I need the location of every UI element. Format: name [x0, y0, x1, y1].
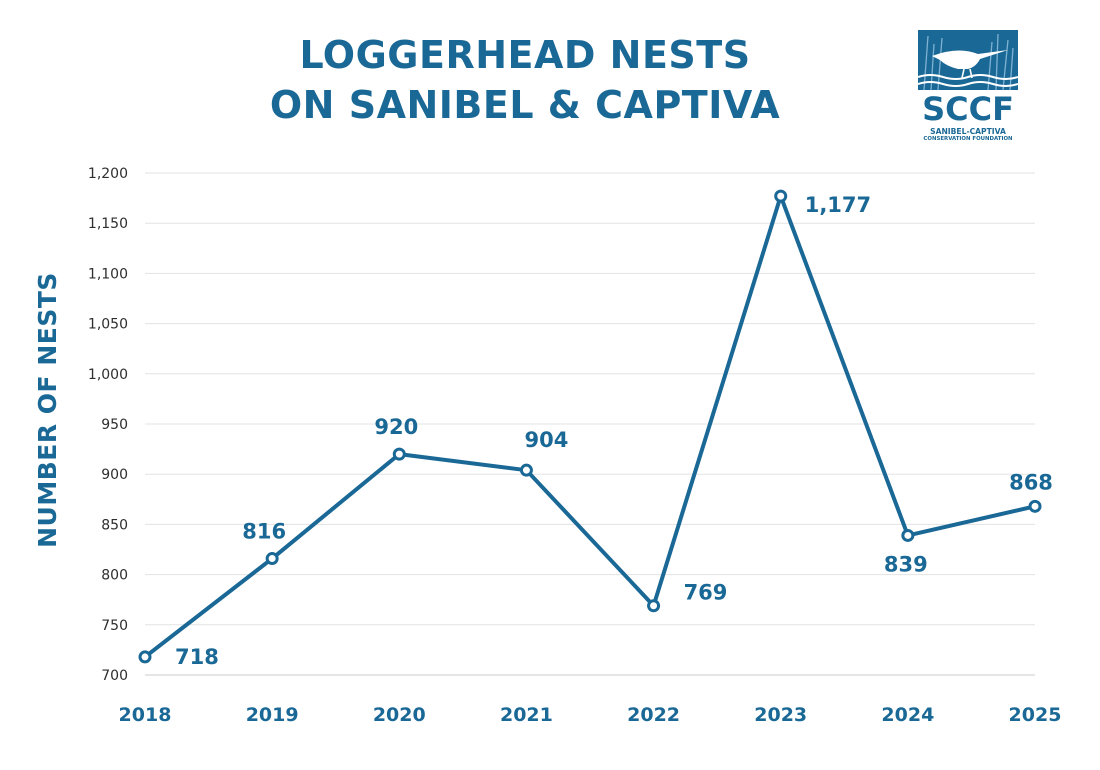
data-point-2018 — [138, 650, 152, 664]
x-tick-label-2022: 2022 — [627, 704, 680, 726]
x-tick-label-2018: 2018 — [119, 704, 172, 726]
shorebird-marsh-icon — [918, 30, 1018, 90]
data-point-2019 — [265, 552, 279, 566]
y-tick-label-700: 700 — [101, 668, 128, 684]
logo-subtitle-line-2: CONSERVATION FOUNDATION — [923, 136, 1013, 142]
y-tick-label-1000: 1,000 — [88, 367, 128, 383]
y-tick-label-1100: 1,100 — [88, 266, 128, 282]
chart-title-line-1: LOGGERHEAD NESTS — [299, 33, 751, 77]
series-line — [143, 194, 1037, 659]
y-tick-label-900: 900 — [101, 467, 128, 483]
logo-subtitle-line-1: SANIBEL-CAPTIVA — [930, 127, 1006, 136]
data-label-2021: 904 — [525, 428, 569, 452]
data-point-2022 — [647, 599, 661, 613]
data-point-2021 — [519, 463, 533, 477]
data-label-2018: 718 — [175, 645, 219, 669]
x-tick-label-2021: 2021 — [500, 704, 553, 726]
y-tick-label-800: 800 — [101, 568, 128, 584]
series-line-nests — [143, 194, 1037, 659]
y-tick-label-850: 850 — [101, 517, 128, 533]
y-axis-title: NUMBER OF NESTS — [33, 272, 62, 548]
x-tick-label-2019: 2019 — [246, 704, 299, 726]
data-label-2025: 868 — [1009, 470, 1053, 494]
x-tick-label-2025: 2025 — [1009, 704, 1062, 726]
data-points — [138, 189, 1042, 664]
data-label-2022: 769 — [684, 581, 728, 605]
data-label-2020: 920 — [374, 415, 418, 439]
x-axis-labels: 2018 2019 2020 2021 2022 2023 2024 2025 — [119, 704, 1062, 726]
data-point-2024 — [901, 528, 915, 542]
data-label-2019: 816 — [242, 520, 286, 544]
chart-title: LOGGERHEAD NESTS ON SANIBEL & CAPTIVA — [200, 30, 850, 130]
y-axis-ticks: 700 750 800 850 900 950 1,000 1,050 1,100 1,150 1,… — [88, 166, 128, 684]
data-labels: 718 816 920 904 769 1,177 839 868 — [175, 193, 1053, 669]
chart-title-line-2: ON SANIBEL & CAPTIVA — [269, 83, 781, 127]
y-tick-label-1150: 1,150 — [88, 216, 128, 232]
x-tick-label-2024: 2024 — [881, 704, 934, 726]
x-tick-label-2023: 2023 — [754, 704, 807, 726]
data-point-2020 — [392, 447, 406, 461]
sccf-logo: SCCF SANIBEL-CAPTIVA CONSERVATION FOUNDA… — [918, 30, 1018, 142]
y-tick-label-1050: 1,050 — [88, 317, 128, 333]
data-point-2025 — [1028, 499, 1042, 513]
data-label-2023: 1,177 — [805, 193, 871, 217]
y-tick-label-950: 950 — [101, 417, 128, 433]
y-tick-label-750: 750 — [101, 618, 128, 634]
data-point-2023 — [774, 189, 788, 203]
y-tick-label-1200: 1,200 — [88, 166, 128, 182]
logo-name: SCCF — [922, 90, 1014, 128]
x-tick-label-2020: 2020 — [373, 704, 426, 726]
data-label-2024: 839 — [884, 552, 928, 576]
